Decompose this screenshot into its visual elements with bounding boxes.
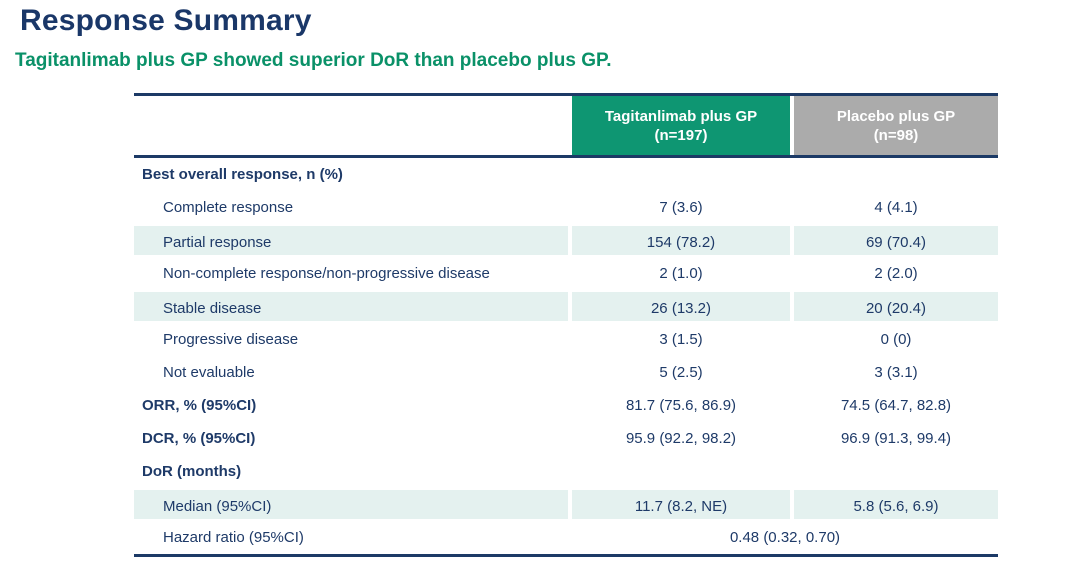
table-row: Not evaluable 5 (2.5) 3 (3.1) xyxy=(134,356,998,389)
column-header-placebo: Placebo plus GP (n=98) xyxy=(794,96,998,155)
table-row: Non-complete response/non-progressive di… xyxy=(134,257,998,290)
row-value: 74.5 (64.7, 82.8) xyxy=(840,397,952,414)
row-label: DCR, % (95%CI) xyxy=(142,430,256,447)
row-value: 2 (1.0) xyxy=(659,265,703,282)
column-header-line1: Tagitanlimab plus GP xyxy=(604,107,758,125)
response-summary-table: Tagitanlimab plus GP (n=197) Placebo plu… xyxy=(134,93,998,557)
row-value: 4 (4.1) xyxy=(874,199,918,216)
table-row: Complete response 7 (3.6) 4 (4.1) xyxy=(134,191,998,224)
row-label: Complete response xyxy=(163,199,294,216)
row-label: Hazard ratio (95%CI) xyxy=(163,529,304,546)
table-row: DCR, % (95%CI) 95.9 (92.2, 98.2) 96.9 (91.… xyxy=(134,422,998,455)
row-value: 0 (0) xyxy=(880,331,912,348)
column-header-line2: (n=197) xyxy=(654,126,708,144)
table-row: DoR (months) xyxy=(134,455,998,488)
table-row: Progressive disease 3 (1.5) 0 (0) xyxy=(134,323,998,356)
table-row: Stable disease 26 (13.2) 20 (20.4) xyxy=(134,290,998,323)
table-row: Partial response 154 (78.2) 69 (70.4) xyxy=(134,224,998,257)
row-value: 3 (1.5) xyxy=(659,331,703,348)
row-value: 69 (70.4) xyxy=(794,224,998,257)
row-value xyxy=(794,158,998,191)
header-bottom-rule xyxy=(134,155,998,158)
row-value: 26 (13.2) xyxy=(572,290,790,323)
table-body: Best overall response, n (%) Complete res… xyxy=(134,158,998,554)
row-value xyxy=(794,455,998,488)
row-value xyxy=(572,158,790,191)
table-top-rule xyxy=(134,93,998,96)
row-value: 5 (2.5) xyxy=(659,364,703,381)
row-value: 20 (20.4) xyxy=(794,290,998,323)
row-value: 11.7 (8.2, NE) xyxy=(572,488,790,521)
row-value: 5.8 (5.6, 6.9) xyxy=(794,488,998,521)
row-value: 96.9 (91.3, 99.4) xyxy=(840,430,952,447)
row-value: 7 (3.6) xyxy=(659,199,703,216)
row-value: 2 (2.0) xyxy=(874,265,918,282)
table-row: Best overall response, n (%) xyxy=(134,158,998,191)
page-subtitle: Tagitanlimab plus GP showed superior DoR… xyxy=(15,50,612,71)
table-bottom-rule xyxy=(134,554,998,557)
row-label: Progressive disease xyxy=(163,331,299,348)
column-header-line2: (n=98) xyxy=(873,126,919,144)
row-label: Non-complete response/non-progressive di… xyxy=(163,265,490,282)
row-value: 81.7 (75.6, 86.9) xyxy=(625,397,737,414)
column-header-tagitanlimab: Tagitanlimab plus GP (n=197) xyxy=(572,96,790,155)
table-header-row: Tagitanlimab plus GP (n=197) Placebo plu… xyxy=(134,96,998,155)
row-value: 3 (3.1) xyxy=(874,364,918,381)
row-value xyxy=(572,455,790,488)
table-row: Hazard ratio (95%CI) 0.48 (0.32, 0.70) xyxy=(134,521,998,554)
page-title: Response Summary xyxy=(20,4,312,37)
column-header-line1: Placebo plus GP xyxy=(836,107,956,125)
row-value: 95.9 (92.2, 98.2) xyxy=(625,430,737,447)
row-value-span: 0.48 (0.32, 0.70) xyxy=(729,529,841,546)
row-label: Median (95%CI) xyxy=(134,488,568,521)
row-label: Partial response xyxy=(134,224,568,257)
header-label-spacer xyxy=(134,96,568,155)
row-label: Stable disease xyxy=(134,290,568,323)
row-label: Not evaluable xyxy=(163,364,255,381)
row-label: Best overall response, n (%) xyxy=(142,166,343,183)
table-row: Median (95%CI) 11.7 (8.2, NE) 5.8 (5.6, 6.… xyxy=(134,488,998,521)
row-label: DoR (months) xyxy=(142,463,242,480)
row-value: 154 (78.2) xyxy=(572,224,790,257)
table-row: ORR, % (95%CI) 81.7 (75.6, 86.9) 74.5 (64.… xyxy=(134,389,998,422)
row-label: ORR, % (95%CI) xyxy=(142,397,257,414)
